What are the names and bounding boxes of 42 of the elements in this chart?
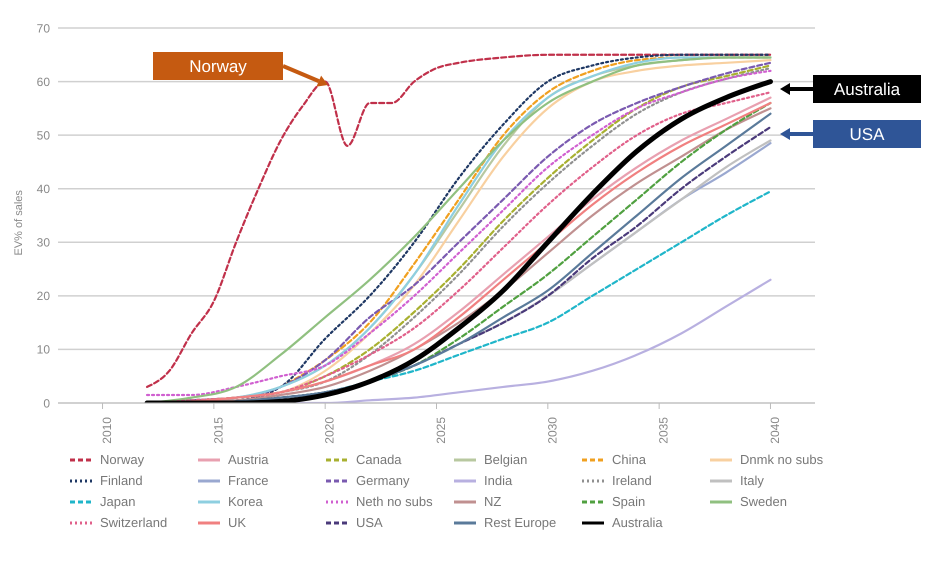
text: USA (850, 125, 886, 144)
y-tick-label: 30 (36, 236, 50, 250)
x-tick-label: 2030 (545, 416, 560, 444)
legend-label: Finland (100, 473, 143, 488)
y-axis-title: EV% of sales (12, 190, 25, 256)
y-tick-label: 0 (43, 396, 50, 410)
legend-label: Australia (612, 515, 663, 530)
legend-label: Korea (228, 494, 263, 509)
x-tick-label: 2040 (768, 416, 782, 444)
y-tick-label: 10 (36, 342, 50, 357)
legend-label: Norway (100, 452, 144, 467)
x-tick-label: 2035 (656, 416, 671, 444)
legend-label: Japan (100, 494, 136, 509)
legend-label: Ireland (612, 473, 652, 488)
y-tick-label: 70 (36, 21, 50, 36)
x-tick-label: 2010 (100, 416, 114, 444)
x-tick-label: 2015 (211, 416, 226, 444)
legend-label: NZ (484, 494, 502, 509)
legend-label: Neth no subs (356, 494, 433, 509)
legend-label: Italy (740, 473, 764, 488)
legend-label: India (484, 473, 512, 488)
legend-label: Spain (612, 494, 646, 509)
x-tick-label: 2020 (322, 416, 337, 444)
y-tick-label: 60 (36, 74, 50, 89)
y-tick-label: 40 (36, 182, 50, 196)
legend-label: Germany (356, 473, 410, 488)
legend-label: China (612, 452, 646, 467)
annotation: Norway (189, 57, 248, 76)
legend-label: Belgian (484, 452, 528, 467)
x-tick-label: 2025 (434, 416, 448, 444)
legend-label: Switzerland (100, 515, 168, 530)
legend-label: Sweden (740, 494, 787, 509)
legend-label: Austria (228, 452, 268, 467)
text: Australia (834, 80, 901, 99)
legend-label: Dnmk no subs (740, 452, 824, 467)
y-tick-label: 50 (36, 128, 50, 142)
legend-label: UK (228, 515, 246, 530)
legend-label: Canada (356, 452, 402, 467)
legend-label: France (228, 473, 268, 488)
legend-label: USA (356, 515, 383, 530)
legend-label: Rest Europe (484, 515, 556, 530)
y-tick-label: 20 (36, 289, 50, 304)
